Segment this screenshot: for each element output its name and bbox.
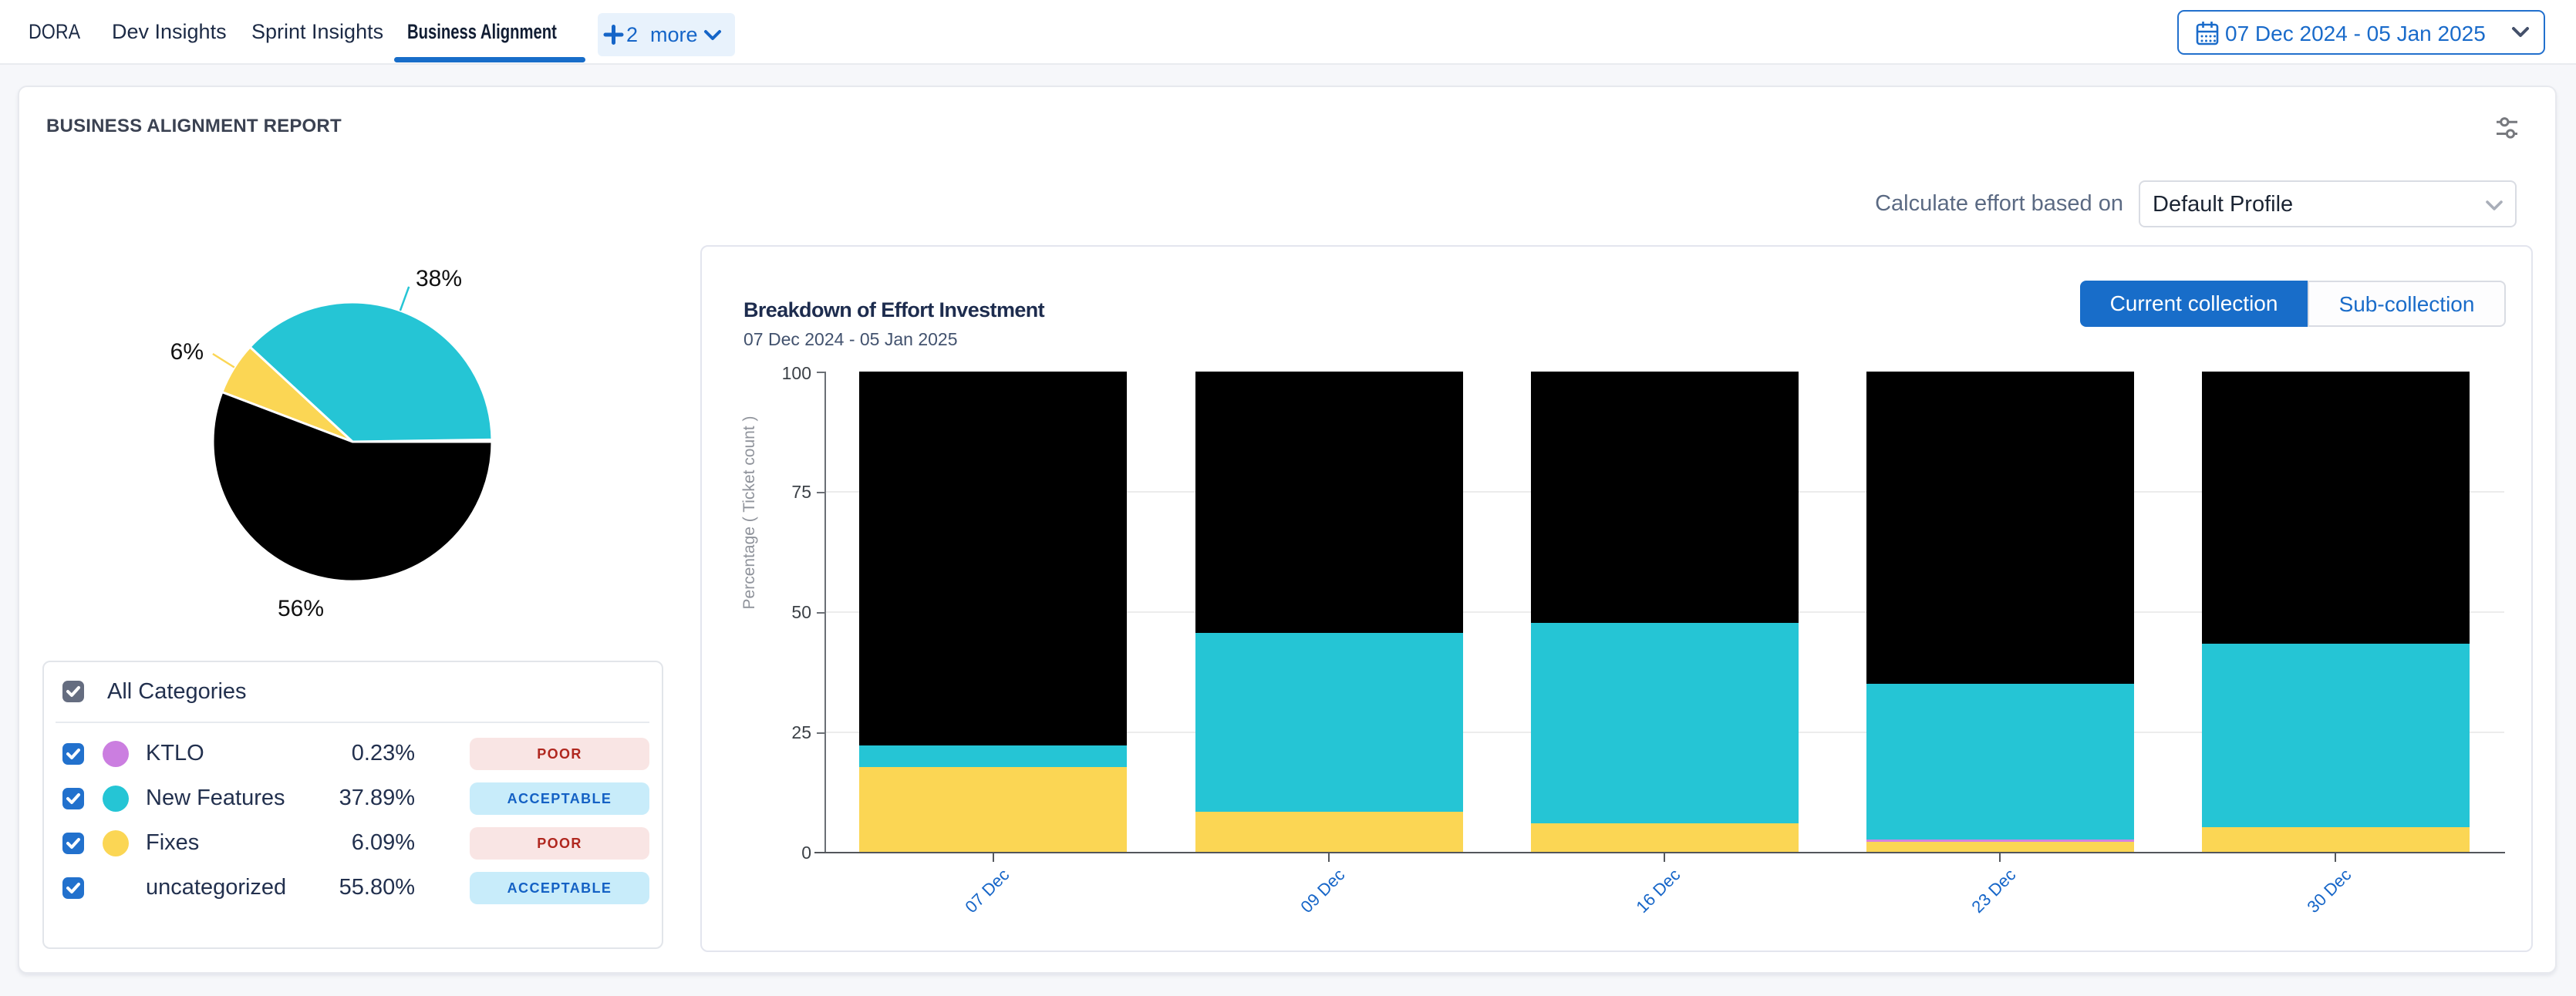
svg-text:6%: 6% [170, 339, 204, 365]
svg-text:38%: 38% [416, 266, 462, 291]
svg-text:more: more [650, 23, 698, 46]
svg-text:56%: 56% [278, 596, 324, 621]
svg-text:2: 2 [626, 23, 638, 46]
svg-text:07 Dec 2024 - 05 Jan 2025: 07 Dec 2024 - 05 Jan 2025 [2225, 22, 2486, 45]
